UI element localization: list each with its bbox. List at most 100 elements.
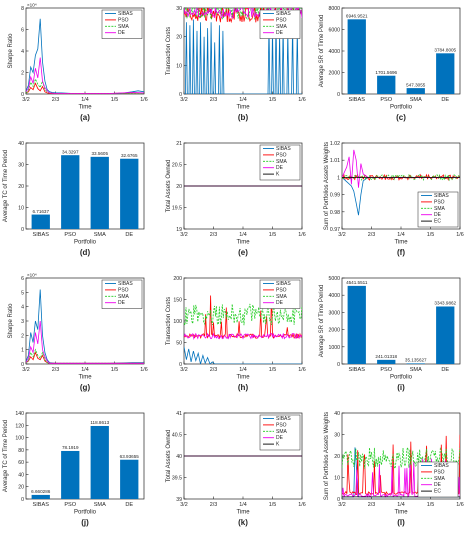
- panel-label: (g): [80, 383, 91, 392]
- y-tick-label: 8: [21, 6, 24, 12]
- y-tick-label: 2000: [328, 328, 340, 334]
- y-tick-label: 5000: [328, 276, 340, 282]
- x-tick-label: 1/6: [298, 232, 306, 238]
- x-tick-label: 3/2: [180, 502, 188, 508]
- bar-data-label: 78.1919: [62, 445, 79, 450]
- bar-pso: [377, 75, 396, 94]
- legend-entry: PSO: [118, 17, 129, 23]
- x-tick-label: 1/4: [81, 367, 89, 373]
- x-tick-label: 1/4: [239, 232, 247, 238]
- bar-data-label: 241.01318: [375, 354, 397, 359]
- bar-sma: [406, 88, 425, 94]
- x-tick-label: 2/3: [368, 232, 376, 238]
- y-axis-label: Total Assets Owned: [166, 430, 172, 483]
- legend-entry: EC: [434, 489, 441, 495]
- panel-d: 0 10 20 30 40 Average TC of Time Period 6.7163…: [3, 141, 145, 257]
- bar-data-label: 32.6765: [121, 153, 138, 158]
- legend-entry: DE: [276, 30, 284, 36]
- y-axis-label: Average SR of Time Period: [319, 15, 325, 88]
- x-tick-label: 3/2: [338, 232, 346, 238]
- x-tick-label: SIBAS: [349, 97, 366, 103]
- legend-entry: SMA: [434, 476, 446, 482]
- x-tick-label: 2/3: [210, 502, 218, 508]
- y-tick-label: 4000: [328, 293, 340, 299]
- series-sibas-line: [342, 177, 460, 216]
- x-tick-label: 2/3: [52, 367, 60, 373]
- x-tick-label: 2/3: [210, 97, 218, 103]
- legend-entry: DE: [276, 435, 284, 441]
- legend-entry: SMA: [434, 206, 446, 212]
- series-sibas-line: [184, 346, 302, 364]
- y-tick-label: 2000: [328, 71, 340, 77]
- panel-label: (a): [80, 113, 90, 122]
- series-de-line: [26, 57, 144, 94]
- y-axis-label: Sharpe Ratio: [8, 303, 14, 339]
- x-tick-label: SMA: [94, 502, 106, 508]
- y-tick-label: 100: [173, 319, 182, 325]
- x-tick-label: 1/4: [397, 232, 405, 238]
- bar-data-label: 35.135627: [405, 358, 427, 363]
- bar-data-label: 4541.5511: [346, 280, 368, 285]
- y-tick-label: 40: [176, 454, 182, 460]
- panel-g: 0 1 2 3 4 5 6 Sharpe Ratio ×10⁴ 3/2 2/3 1/4 1/5 1/6 SI…: [8, 273, 148, 393]
- x-tick-label: 3/2: [22, 367, 30, 373]
- legend-entry: EC: [434, 219, 441, 225]
- y-tick-label: 10: [176, 63, 182, 69]
- y-tick-label: 0: [337, 92, 340, 98]
- bar-de: [120, 158, 139, 229]
- legend-entry: DE: [276, 300, 284, 306]
- bar-pso: [61, 450, 80, 499]
- legend-entry: SMA: [118, 294, 130, 300]
- y-axis-label: Transaction Costs: [166, 297, 172, 345]
- bar-sma: [406, 363, 425, 364]
- y-tick-label: 19.5: [172, 206, 182, 212]
- legend-entry: SIBAS: [434, 463, 449, 469]
- x-axis-label: Time: [236, 375, 250, 381]
- y-tick-label: 4000: [328, 49, 340, 55]
- bar-data-label: 34.3297: [62, 149, 79, 154]
- legend-entry: SIBAS: [118, 281, 133, 287]
- panel-l: 0 10 20 30 40 Sum of Portfolios Assets Weight…: [324, 411, 464, 527]
- legend-entry: SIBAS: [118, 11, 133, 17]
- x-tick-label: 1/6: [298, 97, 306, 103]
- bar-de: [120, 459, 139, 499]
- legend-entry: DE: [434, 212, 442, 218]
- y-axis-label: Transaction Costs: [166, 27, 172, 75]
- legend-entry: PSO: [118, 287, 129, 293]
- series-group: [26, 18, 144, 94]
- bar-data-label: 3343.9862: [434, 301, 456, 306]
- panel-b: 0 10 20 30 Transaction Costs 3/2 2/3 1/4 1/5 1/6 S…: [166, 6, 306, 122]
- y-tick-label: 6000: [328, 28, 340, 34]
- x-tick-label: PSO: [64, 502, 76, 508]
- legend-entry: SMA: [118, 24, 130, 30]
- x-tick-label: 1/5: [111, 97, 119, 103]
- y-tick-label: 20: [18, 184, 24, 190]
- y-tick-label: 50: [176, 341, 182, 347]
- y-tick-label: 6: [21, 276, 24, 282]
- y-tick-label: 100: [15, 436, 24, 442]
- legend-entry: PSO: [276, 287, 287, 293]
- x-tick-label: DE: [125, 232, 133, 238]
- x-tick-label: SMA: [410, 97, 422, 103]
- series-sma-line: [342, 173, 460, 182]
- y-tick-label: 8000: [328, 6, 340, 12]
- y-tick-label: 1: [21, 348, 24, 354]
- y-tick-label: 0: [21, 497, 24, 503]
- y-axis-label: Sharpe Ratio: [8, 33, 14, 69]
- y-tick-label: 60: [18, 460, 24, 466]
- x-tick-label: 1/4: [81, 97, 89, 103]
- panel-e: 19 19.5 20 20.5 21 Total Assets Owned 3/2 2/3 1/…: [166, 141, 306, 257]
- bar-data-label: 6946.9521: [346, 14, 368, 19]
- x-tick-label: 1/5: [269, 97, 277, 103]
- x-tick-label: PSO: [64, 232, 76, 238]
- x-axis-label: Time: [394, 240, 408, 246]
- x-axis-label: Portfolio: [390, 105, 413, 111]
- legend-entry: SMA: [276, 159, 288, 165]
- x-tick-label: 3/2: [180, 97, 188, 103]
- bar-data-label: 1701.5696: [375, 70, 397, 75]
- y-tick-label: 20: [334, 454, 340, 460]
